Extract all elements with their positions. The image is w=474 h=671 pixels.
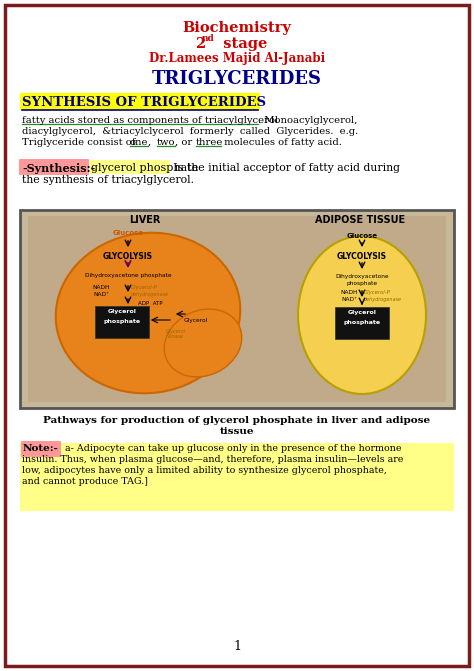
Text: Glucose: Glucose: [346, 233, 378, 239]
Text: Glycerol-P: Glycerol-P: [364, 290, 391, 295]
Text: NADH: NADH: [340, 290, 358, 295]
Text: NADH: NADH: [92, 285, 110, 290]
Text: Glycerol-P: Glycerol-P: [131, 285, 158, 290]
Text: -Synthesis:-: -Synthesis:-: [22, 163, 95, 174]
Text: ADIPOSE TISSUE: ADIPOSE TISSUE: [315, 215, 405, 225]
Text: low, adipocytes have only a limited ability to synthesize glycerol phosphate,: low, adipocytes have only a limited abil…: [22, 466, 387, 475]
Text: diacylglycerol,  &triacylclycerol  formerly  called  Glycerides.  e.g.: diacylglycerol, &triacylclycerol formerl…: [22, 127, 358, 136]
Text: Pathways for production of glycerol phosphate in liver and adipose: Pathways for production of glycerol phos…: [44, 416, 430, 425]
Text: phosphate: phosphate: [346, 281, 378, 286]
Ellipse shape: [164, 309, 242, 377]
FancyBboxPatch shape: [21, 441, 61, 457]
Text: , or: , or: [175, 138, 195, 147]
FancyBboxPatch shape: [5, 5, 469, 666]
Text: GLYCOLYSIS: GLYCOLYSIS: [103, 252, 153, 261]
Text: Note:-: Note:-: [23, 444, 59, 453]
Text: Glucose: Glucose: [112, 230, 144, 236]
FancyBboxPatch shape: [28, 216, 446, 402]
Text: is the initial acceptor of fatty acid during: is the initial acceptor of fatty acid du…: [171, 163, 400, 173]
Text: one: one: [130, 138, 148, 147]
FancyBboxPatch shape: [90, 160, 170, 174]
Text: Glycerol: Glycerol: [184, 318, 208, 323]
Text: Dihydroxyacetone phosphate: Dihydroxyacetone phosphate: [85, 273, 171, 278]
Text: ,: ,: [148, 138, 155, 147]
Text: Triglyceride consist of: Triglyceride consist of: [22, 138, 138, 147]
Text: Glycerol: Glycerol: [166, 329, 186, 334]
Text: . Monoacylglycerol,: . Monoacylglycerol,: [258, 116, 357, 125]
Text: phosphate: phosphate: [103, 319, 141, 324]
FancyBboxPatch shape: [20, 210, 454, 408]
Text: a- Adipocyte can take up glucose only in the presence of the hormone: a- Adipocyte can take up glucose only in…: [62, 444, 401, 453]
Text: NAD⁺: NAD⁺: [94, 292, 110, 297]
FancyBboxPatch shape: [19, 159, 89, 175]
Text: 2: 2: [195, 37, 205, 51]
FancyBboxPatch shape: [95, 306, 149, 338]
Text: 1: 1: [233, 640, 241, 653]
Text: GLYCOLYSIS: GLYCOLYSIS: [337, 252, 387, 261]
Text: insulin. Thus, when plasma glucose—and, therefore, plasma insulin—levels are: insulin. Thus, when plasma glucose—and, …: [22, 455, 403, 464]
Text: the synthesis of triacylglycerol.: the synthesis of triacylglycerol.: [22, 175, 194, 185]
Text: nd: nd: [202, 34, 215, 43]
Text: ADP  ATP: ADP ATP: [137, 301, 162, 306]
FancyBboxPatch shape: [335, 307, 389, 339]
Text: NAD⁺: NAD⁺: [342, 297, 358, 302]
Text: kinase: kinase: [168, 334, 184, 339]
Text: dehydrogenase: dehydrogenase: [364, 297, 402, 302]
Text: Biochemistry: Biochemistry: [182, 21, 292, 35]
Text: Dr.Lamees Majid Al-Janabi: Dr.Lamees Majid Al-Janabi: [149, 52, 325, 65]
Text: glycerol phosphate: glycerol phosphate: [91, 163, 198, 173]
Text: Glycerol: Glycerol: [347, 310, 376, 315]
Text: and cannot produce TAG.]: and cannot produce TAG.]: [22, 477, 148, 486]
Text: stage: stage: [213, 37, 267, 51]
Ellipse shape: [298, 236, 426, 394]
Text: LIVER: LIVER: [129, 215, 161, 225]
Text: two: two: [157, 138, 175, 147]
Text: fatty acids stored as components of triacylglycerol: fatty acids stored as components of tria…: [22, 116, 278, 125]
Text: three: three: [196, 138, 223, 147]
Text: molecules of fatty acid.: molecules of fatty acid.: [221, 138, 342, 147]
Text: Glycerol: Glycerol: [108, 309, 137, 314]
Text: tissue: tissue: [220, 427, 254, 436]
Text: Dihydroxyacetone: Dihydroxyacetone: [335, 274, 389, 279]
Text: TRIGLYCERIDES: TRIGLYCERIDES: [152, 70, 322, 88]
Ellipse shape: [56, 233, 240, 393]
FancyBboxPatch shape: [20, 93, 260, 110]
Text: dehydrogenase: dehydrogenase: [131, 292, 169, 297]
Text: phosphate: phosphate: [344, 320, 381, 325]
FancyBboxPatch shape: [20, 443, 454, 511]
Text: SYNTHESIS OF TRIGLYCERIDES: SYNTHESIS OF TRIGLYCERIDES: [22, 96, 266, 109]
